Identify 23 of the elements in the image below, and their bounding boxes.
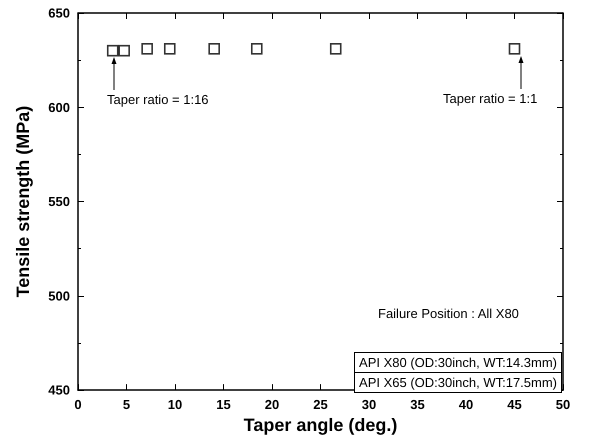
x-tick-label: 30: [362, 397, 376, 412]
y-tick-label: 500: [48, 288, 70, 304]
x-tick-label: 45: [507, 397, 522, 412]
x-tick-label: 35: [410, 397, 425, 412]
annotation: API X80 (OD:30inch, WT:14.3mm): [358, 354, 558, 372]
x-tick-label: 40: [458, 397, 474, 412]
annotation: Taper ratio = 1:16: [107, 92, 209, 107]
y-tick-label: 650: [48, 6, 70, 20]
y-tick-label: 600: [48, 100, 70, 115]
annotation: Taper ratio = 1:1: [443, 91, 538, 106]
annotation: API X65 (OD:30inch, WT:17.5mm): [355, 372, 561, 392]
x-tick-label: 50: [556, 397, 570, 412]
y-tick-label: 450: [48, 382, 70, 398]
x-tick-label: 15: [216, 397, 231, 412]
y-tick-label: 550: [48, 194, 70, 210]
x-tick-label: 5: [122, 397, 130, 412]
x-tick-label: 20: [264, 397, 280, 412]
y-axis-title: Tensile strength (MPa): [13, 106, 33, 298]
x-tick-label: 10: [168, 397, 182, 412]
x-tick-label: 0: [74, 397, 82, 412]
x-axis-title: Taper angle (deg.): [244, 415, 398, 435]
annotation: Failure Position : All X80: [378, 306, 519, 321]
x-tick-label: 25: [313, 397, 328, 412]
